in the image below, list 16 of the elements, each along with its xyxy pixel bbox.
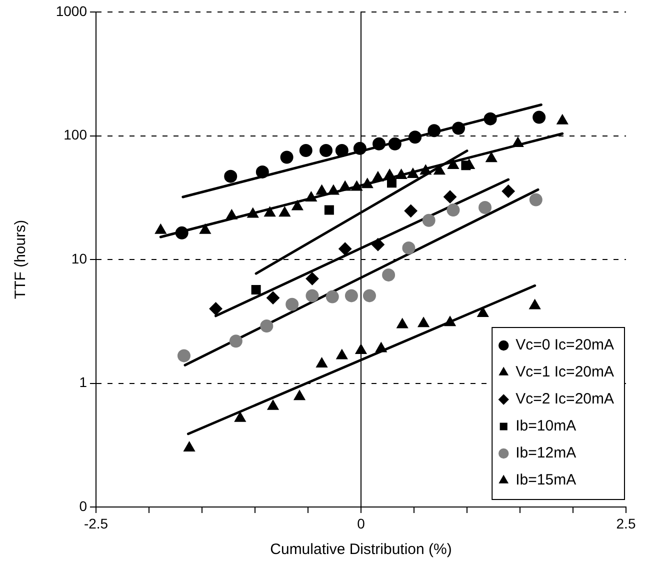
legend-label: Ib=15mA — [516, 472, 576, 489]
x-tick-label: -2.5 — [84, 515, 108, 532]
legend-label: Vc=2 Ic=20mA — [516, 390, 614, 408]
legend-label: Ib=12mA — [516, 444, 576, 462]
legend-label: Vc=0 Ic=20mA — [516, 336, 614, 354]
y-axis-title: TTF (hours) — [12, 220, 30, 300]
y-tick-label: 1000 — [56, 2, 88, 19]
y-tick-label: 0 — [79, 498, 88, 514]
x-tick-label: 0 — [357, 515, 366, 532]
y-tick-label: 1 — [79, 374, 88, 390]
x-axis-title: Cumulative Distribution (%) — [270, 541, 452, 558]
y-tick-label: 100 — [64, 126, 88, 143]
legend-label: Ib=10mA — [516, 418, 576, 435]
x-tick-label: 2.5 — [616, 515, 636, 532]
legend-label: Vc=1 Ic=20mA — [516, 364, 614, 381]
y-tick-label: 10 — [71, 250, 88, 266]
